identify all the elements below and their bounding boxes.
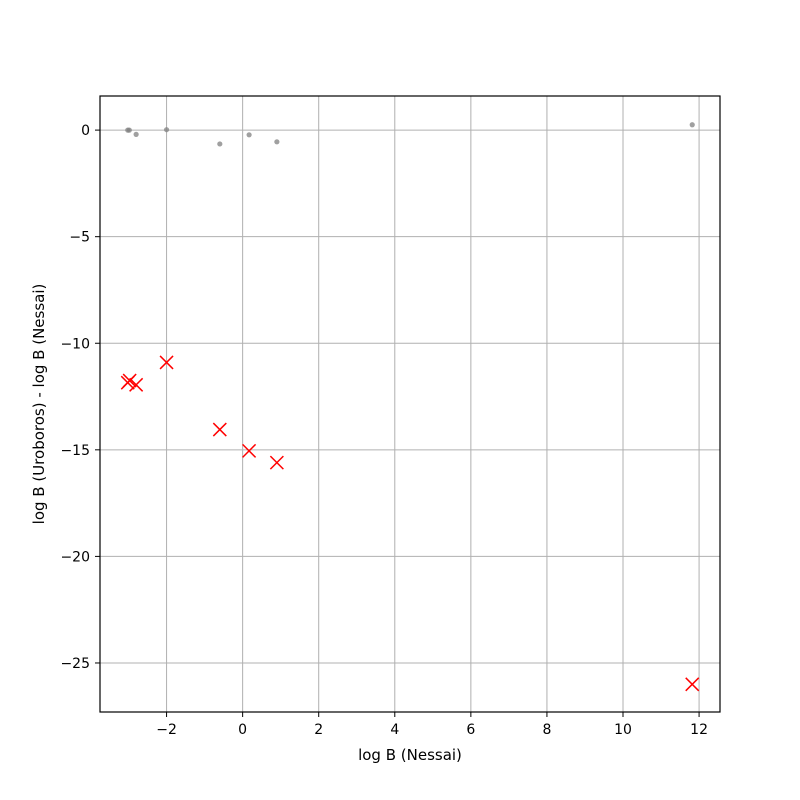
- gray-dot-point: [163, 127, 170, 133]
- y-tick-label: −10: [60, 336, 90, 352]
- red-x-point: [159, 355, 174, 370]
- red-x-point: [212, 422, 227, 437]
- x-marker-stroke: [269, 455, 284, 470]
- grid-lines: [100, 96, 720, 712]
- gray-dot-point: [126, 127, 132, 133]
- gray-dot-point: [689, 122, 695, 128]
- x-marker-stroke: [212, 422, 227, 437]
- plot-area: [100, 96, 720, 712]
- red-x-point: [269, 455, 284, 470]
- x-marker-stroke: [129, 377, 144, 392]
- red-x-point: [129, 377, 144, 392]
- y-tick-label: −25: [60, 656, 90, 672]
- x-tick-label: 12: [690, 722, 708, 738]
- x-tick-label: 8: [542, 722, 551, 738]
- x-marker-stroke: [159, 355, 174, 370]
- x-marker-stroke: [122, 373, 137, 388]
- y-tick-label: −15: [60, 443, 90, 459]
- gray-dot-point: [217, 141, 223, 147]
- x-tick-label: 10: [614, 722, 632, 738]
- x-tick-label: 2: [314, 722, 323, 738]
- x-marker-stroke: [685, 677, 700, 692]
- y-axis-label: log B (Uroboros) - log B (Nessai): [30, 284, 48, 525]
- x-tick-label: 4: [390, 722, 399, 738]
- x-marker-stroke: [242, 443, 257, 458]
- gray-dot-point: [133, 131, 139, 137]
- y-tick-label: 0: [81, 123, 90, 139]
- axis-ticks: −2 0 2 4 6 8 10 120−5−10−15−20−25: [60, 123, 708, 738]
- red-x-point: [242, 443, 257, 458]
- red-x-point: [122, 373, 137, 388]
- data-series: [120, 122, 700, 692]
- x-axis-label: log B (Nessai): [358, 746, 462, 764]
- red-x-point: [685, 677, 700, 692]
- gray-dot-point: [274, 139, 280, 145]
- y-tick-label: −20: [60, 549, 90, 565]
- plot-frame: [99, 95, 721, 713]
- y-tick-label: −5: [69, 230, 90, 246]
- x-tick-label: −2: [156, 722, 177, 738]
- x-tick-label: 6: [466, 722, 475, 738]
- gray-dot-point: [246, 132, 252, 138]
- x-tick-label: 0: [238, 722, 247, 738]
